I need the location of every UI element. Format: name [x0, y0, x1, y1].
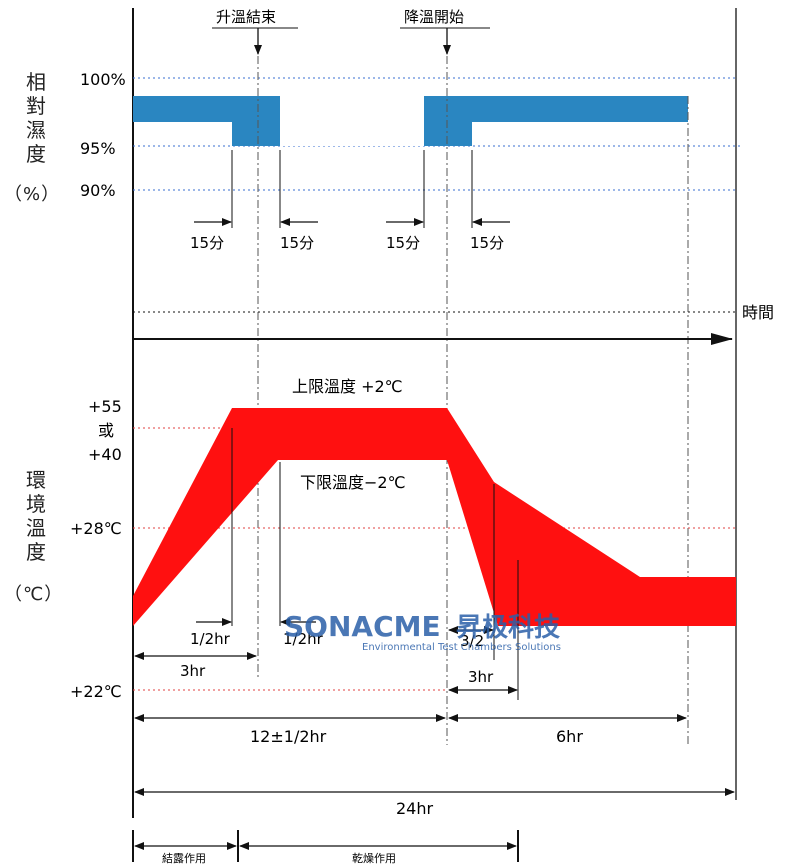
- watermark-brand: SONACME: [284, 610, 441, 643]
- three-hr-label-1: 3hr: [180, 662, 206, 680]
- condensation-label: 結露作用: [162, 851, 206, 865]
- lower-limit-label: 下限溫度−2℃: [300, 473, 406, 492]
- temperature-unit: （℃）: [4, 584, 64, 605]
- duration-15min-4: 15分: [470, 234, 504, 252]
- temperature-band: [133, 408, 736, 626]
- drying-label: 乾燥作用: [352, 852, 396, 865]
- humidity-unit: （%）: [4, 184, 61, 205]
- rise-end-label: 升溫結束: [216, 8, 276, 26]
- humidity-axis-title: 相對濕度: [26, 70, 46, 166]
- half-hr-label-1: 1/2hr: [190, 630, 231, 648]
- three-halves-label: 3/2: [460, 632, 484, 650]
- temp-tick-22: +22℃: [70, 682, 122, 701]
- humidity-tick-95: 95%: [80, 139, 116, 158]
- humidity-band-fill: [232, 120, 472, 146]
- temp-tick-55: +55: [88, 397, 122, 416]
- three-hr-label-2: 3hr: [468, 668, 494, 686]
- twelve-hr-label: 12±1/2hr: [250, 727, 327, 746]
- duration-15min-3: 15分: [386, 234, 420, 252]
- duration-15min-1: 15分: [190, 234, 224, 252]
- watermark-brand-cn: 昇极科技: [456, 613, 560, 643]
- humidity-band-dip: [232, 120, 472, 146]
- time-label: 時間: [742, 303, 774, 322]
- temp-tick-28: +28℃: [70, 519, 122, 538]
- half-hr-label-2: 1/2hr: [283, 630, 324, 648]
- humidity-tick-90: 90%: [80, 181, 116, 200]
- twenty-four-hr-label: 24hr: [396, 799, 434, 818]
- humidity-tick-100: 100%: [80, 70, 126, 89]
- temp-tick-40: +40: [88, 445, 122, 464]
- temperature-axis-title: 環境溫度: [26, 468, 46, 564]
- watermark-tagline: Environmental Test Chambers Solutions: [362, 642, 561, 653]
- temp-tick-or: 或: [98, 421, 114, 440]
- fall-start-label: 降溫開始: [404, 8, 464, 26]
- duration-15min-2: 15分: [280, 234, 314, 252]
- upper-limit-label: 上限溫度 +2℃: [292, 377, 403, 396]
- six-hr-label: 6hr: [556, 727, 583, 746]
